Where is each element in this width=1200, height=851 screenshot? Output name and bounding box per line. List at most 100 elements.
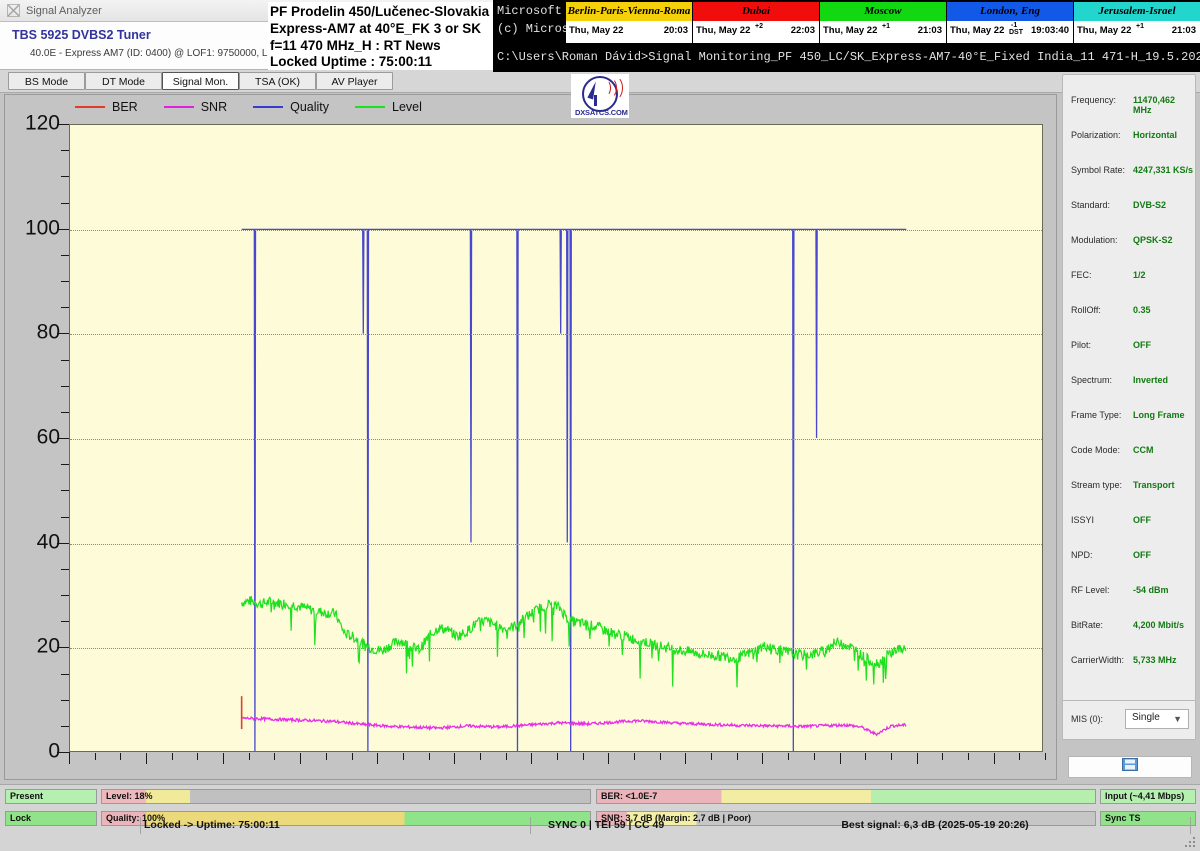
- clock-offset: +1: [1136, 23, 1144, 30]
- world-clock: Moscow Thu, May 22 +1 21:03: [820, 2, 946, 45]
- param-value: OFF: [1133, 515, 1151, 525]
- legend-item-level: Level: [355, 100, 422, 114]
- legend-item-quality: Quality: [253, 100, 329, 114]
- param-value: 1/2: [1133, 270, 1146, 280]
- param-label: Polarization:: [1071, 130, 1121, 140]
- cmd-line-3: C:\Users\Roman Dávid>Signal Monitoring_P…: [497, 50, 1200, 64]
- ber-bar: BER: <1.0E-7: [596, 789, 1096, 804]
- uptime-text: Locked -> Uptime: 75:00:11: [144, 819, 280, 831]
- tab-av-player[interactable]: AV Player: [316, 72, 393, 90]
- clock-time-row: Thu, May 22 +1 21:03: [820, 21, 946, 43]
- legend-item-ber: BER: [75, 100, 138, 114]
- status-panel: Present Level: 18% BER: <1.0E-7 Input (~…: [0, 784, 1200, 851]
- input-indicator: Input (~4,41 Mbps): [1100, 789, 1196, 804]
- legend-label-level: Level: [392, 100, 422, 114]
- param-value: 4,200 Mbit/s: [1133, 620, 1185, 630]
- param-row: NPD: OFF: [1071, 550, 1195, 566]
- resize-grip[interactable]: [1185, 837, 1197, 849]
- chart-y-axis: 0 20 40 60 80 100 120: [5, 112, 70, 763]
- param-value: Long Frame: [1133, 410, 1185, 420]
- signal-chart-panel: BER SNR Quality Level 0 20 40 60 80 100 120: [4, 94, 1057, 780]
- clock-city: Moscow: [820, 2, 946, 21]
- param-row: RollOff: 0.35: [1071, 305, 1195, 321]
- sync-ts-label: Sync TS: [1105, 813, 1141, 823]
- clock-date: Thu, May 22: [569, 25, 624, 36]
- param-row: Stream type: Transport: [1071, 480, 1195, 496]
- clock-date: Thu, May 22: [696, 25, 751, 36]
- y-tick-label: 20: [36, 634, 60, 658]
- param-value: OFF: [1133, 340, 1151, 350]
- param-label: NPD:: [1071, 550, 1093, 560]
- clock-time-row: Thu, May 22 +2 22:03: [693, 21, 819, 43]
- clock-city: Dubai: [693, 2, 819, 21]
- save-button[interactable]: [1068, 756, 1192, 778]
- overlay-line-1: PF Prodelin 450/Lučenec-Slovakia: [270, 4, 490, 19]
- gridline: [70, 648, 1042, 650]
- param-value: -54 dBm: [1133, 585, 1169, 595]
- tuner-name: TBS 5925 DVBS2 Tuner: [12, 28, 151, 42]
- param-row: RF Level: -54 dBm: [1071, 585, 1195, 601]
- series-path: [241, 228, 907, 751]
- param-row: BitRate: 4,200 Mbit/s: [1071, 620, 1195, 636]
- clock-hhmm: 21:03: [917, 25, 942, 36]
- quality-label: Quality: 100%: [106, 813, 166, 823]
- series-path: [241, 715, 907, 737]
- best-signal-text: Best signal: 6,3 dB (2025-05-19 20:26): [841, 819, 1029, 831]
- chart-x-axis-ticks: [69, 753, 1046, 767]
- param-value: QPSK-S2: [1133, 235, 1173, 245]
- y-tick-label: 0: [48, 739, 60, 763]
- overlay-caption: PF Prodelin 450/Lučenec-Slovakia Express…: [268, 2, 493, 70]
- param-row: Pilot: OFF: [1071, 340, 1195, 356]
- param-row: Spectrum: Inverted: [1071, 375, 1195, 391]
- cmd-line-2: (c) Microso: [497, 22, 577, 36]
- param-label: BitRate:: [1071, 620, 1104, 630]
- lock-indicator: Lock: [5, 811, 97, 826]
- clock-city: Jerusalem-Israel: [1074, 2, 1200, 21]
- tab-signal-mon[interactable]: Signal Mon.: [162, 72, 239, 90]
- param-value: 0.35: [1133, 305, 1151, 315]
- overlay-line-4: Locked Uptime : 75:00:11: [270, 54, 433, 69]
- param-row: Symbol Rate: 4247,331 KS/s: [1071, 165, 1195, 181]
- param-row: CarrierWidth: 5,733 MHz: [1071, 655, 1195, 671]
- clock-city: Berlin-Paris-Vienna-Roma: [566, 2, 692, 21]
- level-label: Level: 18%: [106, 791, 153, 801]
- gridline: [70, 439, 1042, 440]
- lock-label: Lock: [10, 813, 32, 823]
- param-label: FEC:: [1071, 270, 1092, 280]
- y-tick-label: 40: [36, 530, 60, 554]
- param-value: 4247,331 KS/s: [1133, 165, 1194, 175]
- status-bar: Locked -> Uptime: 75:00:11 SYNC 0 | TEI …: [0, 817, 1200, 835]
- mis-select[interactable]: Single ▼: [1125, 709, 1189, 729]
- mis-panel: MIS (0): Single ▼: [1062, 700, 1196, 740]
- tab-dt-mode[interactable]: DT Mode: [85, 72, 162, 90]
- level-bar: Level: 18%: [101, 789, 591, 804]
- mis-label: MIS (0):: [1071, 714, 1104, 724]
- present-indicator: Present: [5, 789, 97, 804]
- param-row: Code Mode: CCM: [1071, 445, 1195, 461]
- clock-date: Thu, May 22: [1077, 25, 1132, 36]
- tab-bs-mode[interactable]: BS Mode: [8, 72, 85, 90]
- param-label: Modulation:: [1071, 235, 1118, 245]
- tab-tsa[interactable]: TSA (OK): [239, 72, 316, 90]
- param-label: CarrierWidth:: [1071, 655, 1125, 665]
- world-clock: London, Eng Thu, May 22 DST -1 19:03:40: [947, 2, 1073, 45]
- legend-label-ber: BER: [112, 100, 138, 114]
- param-label: Frequency:: [1071, 95, 1117, 105]
- signal-analyzer-icon: [7, 4, 20, 17]
- present-label: Present: [10, 791, 44, 801]
- param-label: Stream type:: [1071, 480, 1123, 490]
- clock-time-row: Thu, May 22 20:03: [566, 21, 692, 43]
- legend-label-snr: SNR: [200, 100, 228, 114]
- input-label: Input (~4,41 Mbps): [1105, 791, 1185, 801]
- clock-hhmm: 22:03: [790, 25, 815, 36]
- param-row: ISSYI OFF: [1071, 515, 1195, 531]
- world-clock: Dubai Thu, May 22 +2 22:03: [693, 2, 819, 45]
- param-label: Frame Type:: [1071, 410, 1122, 420]
- clock-hhmm: 19:03:40: [1030, 25, 1069, 36]
- dxsatcs-logo: DXSATCS.COM: [571, 74, 629, 118]
- clock-time-row: Thu, May 22 +1 21:03: [1074, 21, 1200, 43]
- series-path: [241, 596, 907, 688]
- param-value: 5,733 MHz: [1133, 655, 1177, 665]
- window-title: Signal Analyzer: [26, 4, 102, 17]
- clock-time-row: Thu, May 22 DST -1 19:03:40: [947, 21, 1073, 43]
